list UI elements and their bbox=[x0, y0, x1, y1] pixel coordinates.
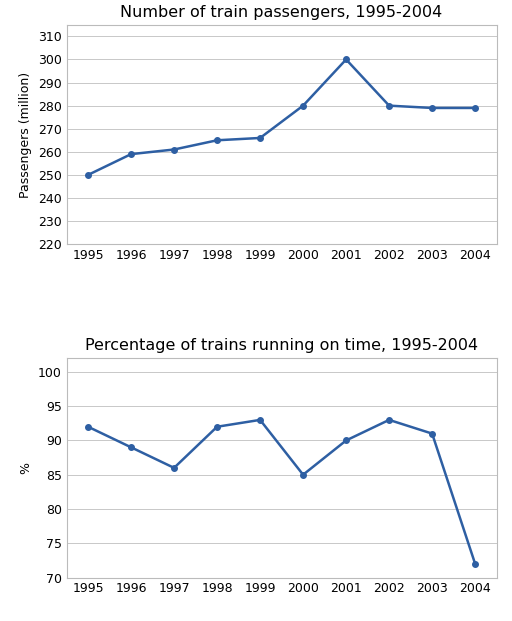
Title: Percentage of trains running on time, 1995-2004: Percentage of trains running on time, 19… bbox=[85, 338, 478, 353]
Title: Number of train passengers, 1995-2004: Number of train passengers, 1995-2004 bbox=[120, 4, 443, 19]
Y-axis label: Passengers (million): Passengers (million) bbox=[19, 71, 32, 197]
Y-axis label: %: % bbox=[19, 462, 32, 474]
